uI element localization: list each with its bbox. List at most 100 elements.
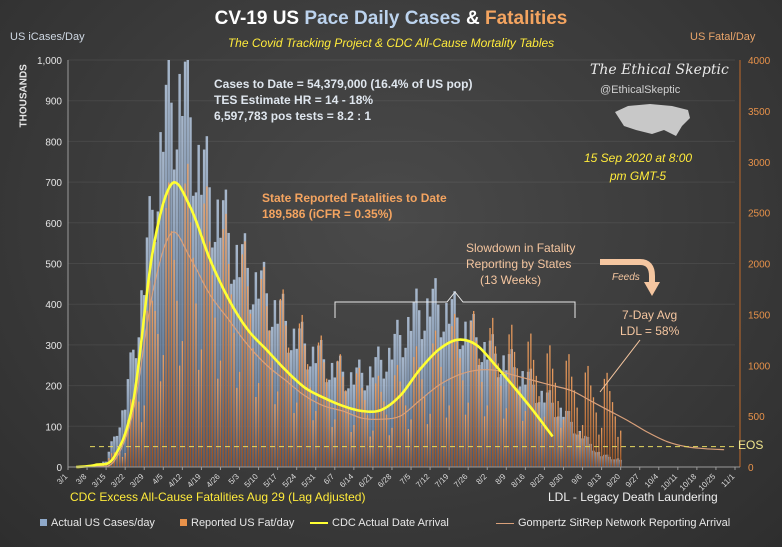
cases-bar: [113, 436, 116, 467]
fatalities-bar: [478, 358, 480, 467]
fatalities-bar: [587, 365, 589, 467]
fatalities-bar: [470, 321, 472, 467]
fatalities-bar: [543, 416, 546, 467]
cases-bar: [445, 303, 448, 467]
fatalities-bar: [260, 278, 262, 467]
fatalities-bar: [170, 231, 173, 467]
legend-gompertz-swatch: [496, 522, 514, 524]
fatalities-bar: [565, 360, 567, 467]
fatalities-bar: [135, 395, 137, 467]
left-tick-label: 800: [45, 137, 62, 148]
x-tick-label: 4/26: [204, 472, 222, 490]
fatalities-bar: [315, 411, 317, 467]
fatalities-bar: [456, 341, 459, 467]
fatalities-bar: [399, 381, 401, 467]
fatalities-bar: [249, 313, 252, 467]
fatalities-bar: [481, 381, 483, 467]
cases-bar: [159, 132, 162, 467]
cases-bar: [371, 377, 375, 467]
legend-fatalities-swatch: [180, 519, 187, 526]
brand-handle: @EthicalSkeptic: [600, 84, 681, 96]
fatalities-bar: [595, 412, 597, 467]
fatalities-bar: [342, 376, 344, 467]
fatalities-bar: [609, 391, 611, 467]
fatalities-bar: [124, 453, 126, 467]
fatalities-bar: [568, 354, 570, 467]
feeds-label: Feeds: [612, 272, 640, 283]
fatalities-bar: [138, 401, 140, 467]
left-axis-title: US iCases/Day: [10, 31, 85, 43]
cases-bar: [181, 116, 184, 467]
fatalities-bar: [309, 387, 311, 467]
fatalities-bar: [576, 407, 578, 467]
legend-cases-swatch: [40, 519, 47, 526]
fatalities-bar: [192, 257, 194, 467]
fatalities-bar: [176, 300, 178, 467]
fatalities-bar: [467, 402, 469, 467]
fatalities-bar: [121, 456, 124, 467]
fatalities-bar: [546, 353, 548, 467]
x-tick-label: 8/9: [493, 472, 508, 487]
fatalities-bar: [159, 381, 162, 467]
feeds-arrow-shaft: [600, 259, 655, 282]
fatalities-bar: [614, 416, 616, 467]
fatalities-bar: [271, 360, 273, 467]
fatalities-to-date-label: State Reported Fatalities to Date: [262, 191, 447, 205]
cases-bar: [390, 359, 394, 467]
fatalities-bar: [443, 386, 445, 467]
fatalities-bar: [132, 398, 135, 467]
fatalities-to-date-value: 189,586 (iCFR = 0.35%): [262, 207, 393, 221]
x-tick-label: 9/27: [624, 472, 642, 490]
fatalities-bar: [516, 368, 518, 467]
cases-bar: [235, 244, 239, 467]
fatalities-bar: [549, 345, 551, 467]
fatalities-bar: [323, 362, 325, 467]
fatalities-bar: [326, 378, 328, 467]
seven-day-avg: 7-Day Avg: [622, 308, 678, 322]
fatalities-bar: [350, 432, 352, 467]
fatalities-bar: [475, 340, 478, 467]
fatalities-bar: [290, 374, 292, 467]
fatalities-bar: [157, 333, 159, 467]
fatalities-bar: [187, 163, 189, 467]
right-tick-label: 500: [748, 412, 765, 423]
cases-bar: [257, 298, 260, 467]
x-tick-label: 3/22: [109, 472, 127, 490]
ldl-note: LDL - Legacy Death Laundering: [548, 490, 718, 504]
fatalities-bar: [198, 369, 200, 467]
fatalities-bar: [513, 351, 516, 467]
fatalities-bar: [130, 399, 132, 467]
fatalities-bar: [511, 324, 513, 467]
fatalities-bar: [508, 334, 510, 467]
x-tick-label: 4/5: [150, 472, 165, 487]
fatalities-bar: [279, 298, 282, 467]
fatalities-bar: [154, 310, 156, 467]
fatalities-bar: [606, 372, 608, 467]
fatalities-bar: [383, 401, 385, 467]
ldl-avg-annotation: 7-Day Avg LDL = 58%: [620, 307, 679, 339]
fatalities-bar: [377, 375, 380, 467]
fatalities-bar: [437, 353, 439, 467]
fatalities-bar: [252, 348, 254, 467]
fatalities-bar: [459, 357, 461, 467]
tes-estimate: TES Estimate HR = 14 - 18%: [214, 93, 374, 107]
cases-bar: [254, 272, 258, 467]
fatalities-bar: [345, 390, 347, 467]
left-tick-label: 700: [45, 178, 62, 189]
fatalities-bar: [432, 343, 434, 467]
legend-cdc-label: CDC Actual Date Arrival: [332, 517, 449, 529]
cdc-excess-note: CDC Excess All-Cause Fatalities Aug 29 (…: [70, 490, 366, 504]
cases-bar: [197, 144, 200, 468]
fatalities-bar: [601, 427, 603, 467]
cases-bar: [349, 372, 353, 467]
fatalities-bar: [320, 335, 322, 467]
fatalities-bar: [312, 420, 314, 467]
timestamp: 15 Sep 2020 at 8:00 pm GMT-5: [578, 149, 698, 185]
x-tick-label: 7/5: [398, 472, 413, 487]
left-tick-label: 200: [45, 382, 62, 393]
x-tick-label: 6/14: [338, 472, 356, 490]
fatalities-bar: [203, 203, 205, 468]
title-fatalities: Fatalities: [485, 8, 568, 29]
fatalities-bar: [301, 314, 303, 467]
